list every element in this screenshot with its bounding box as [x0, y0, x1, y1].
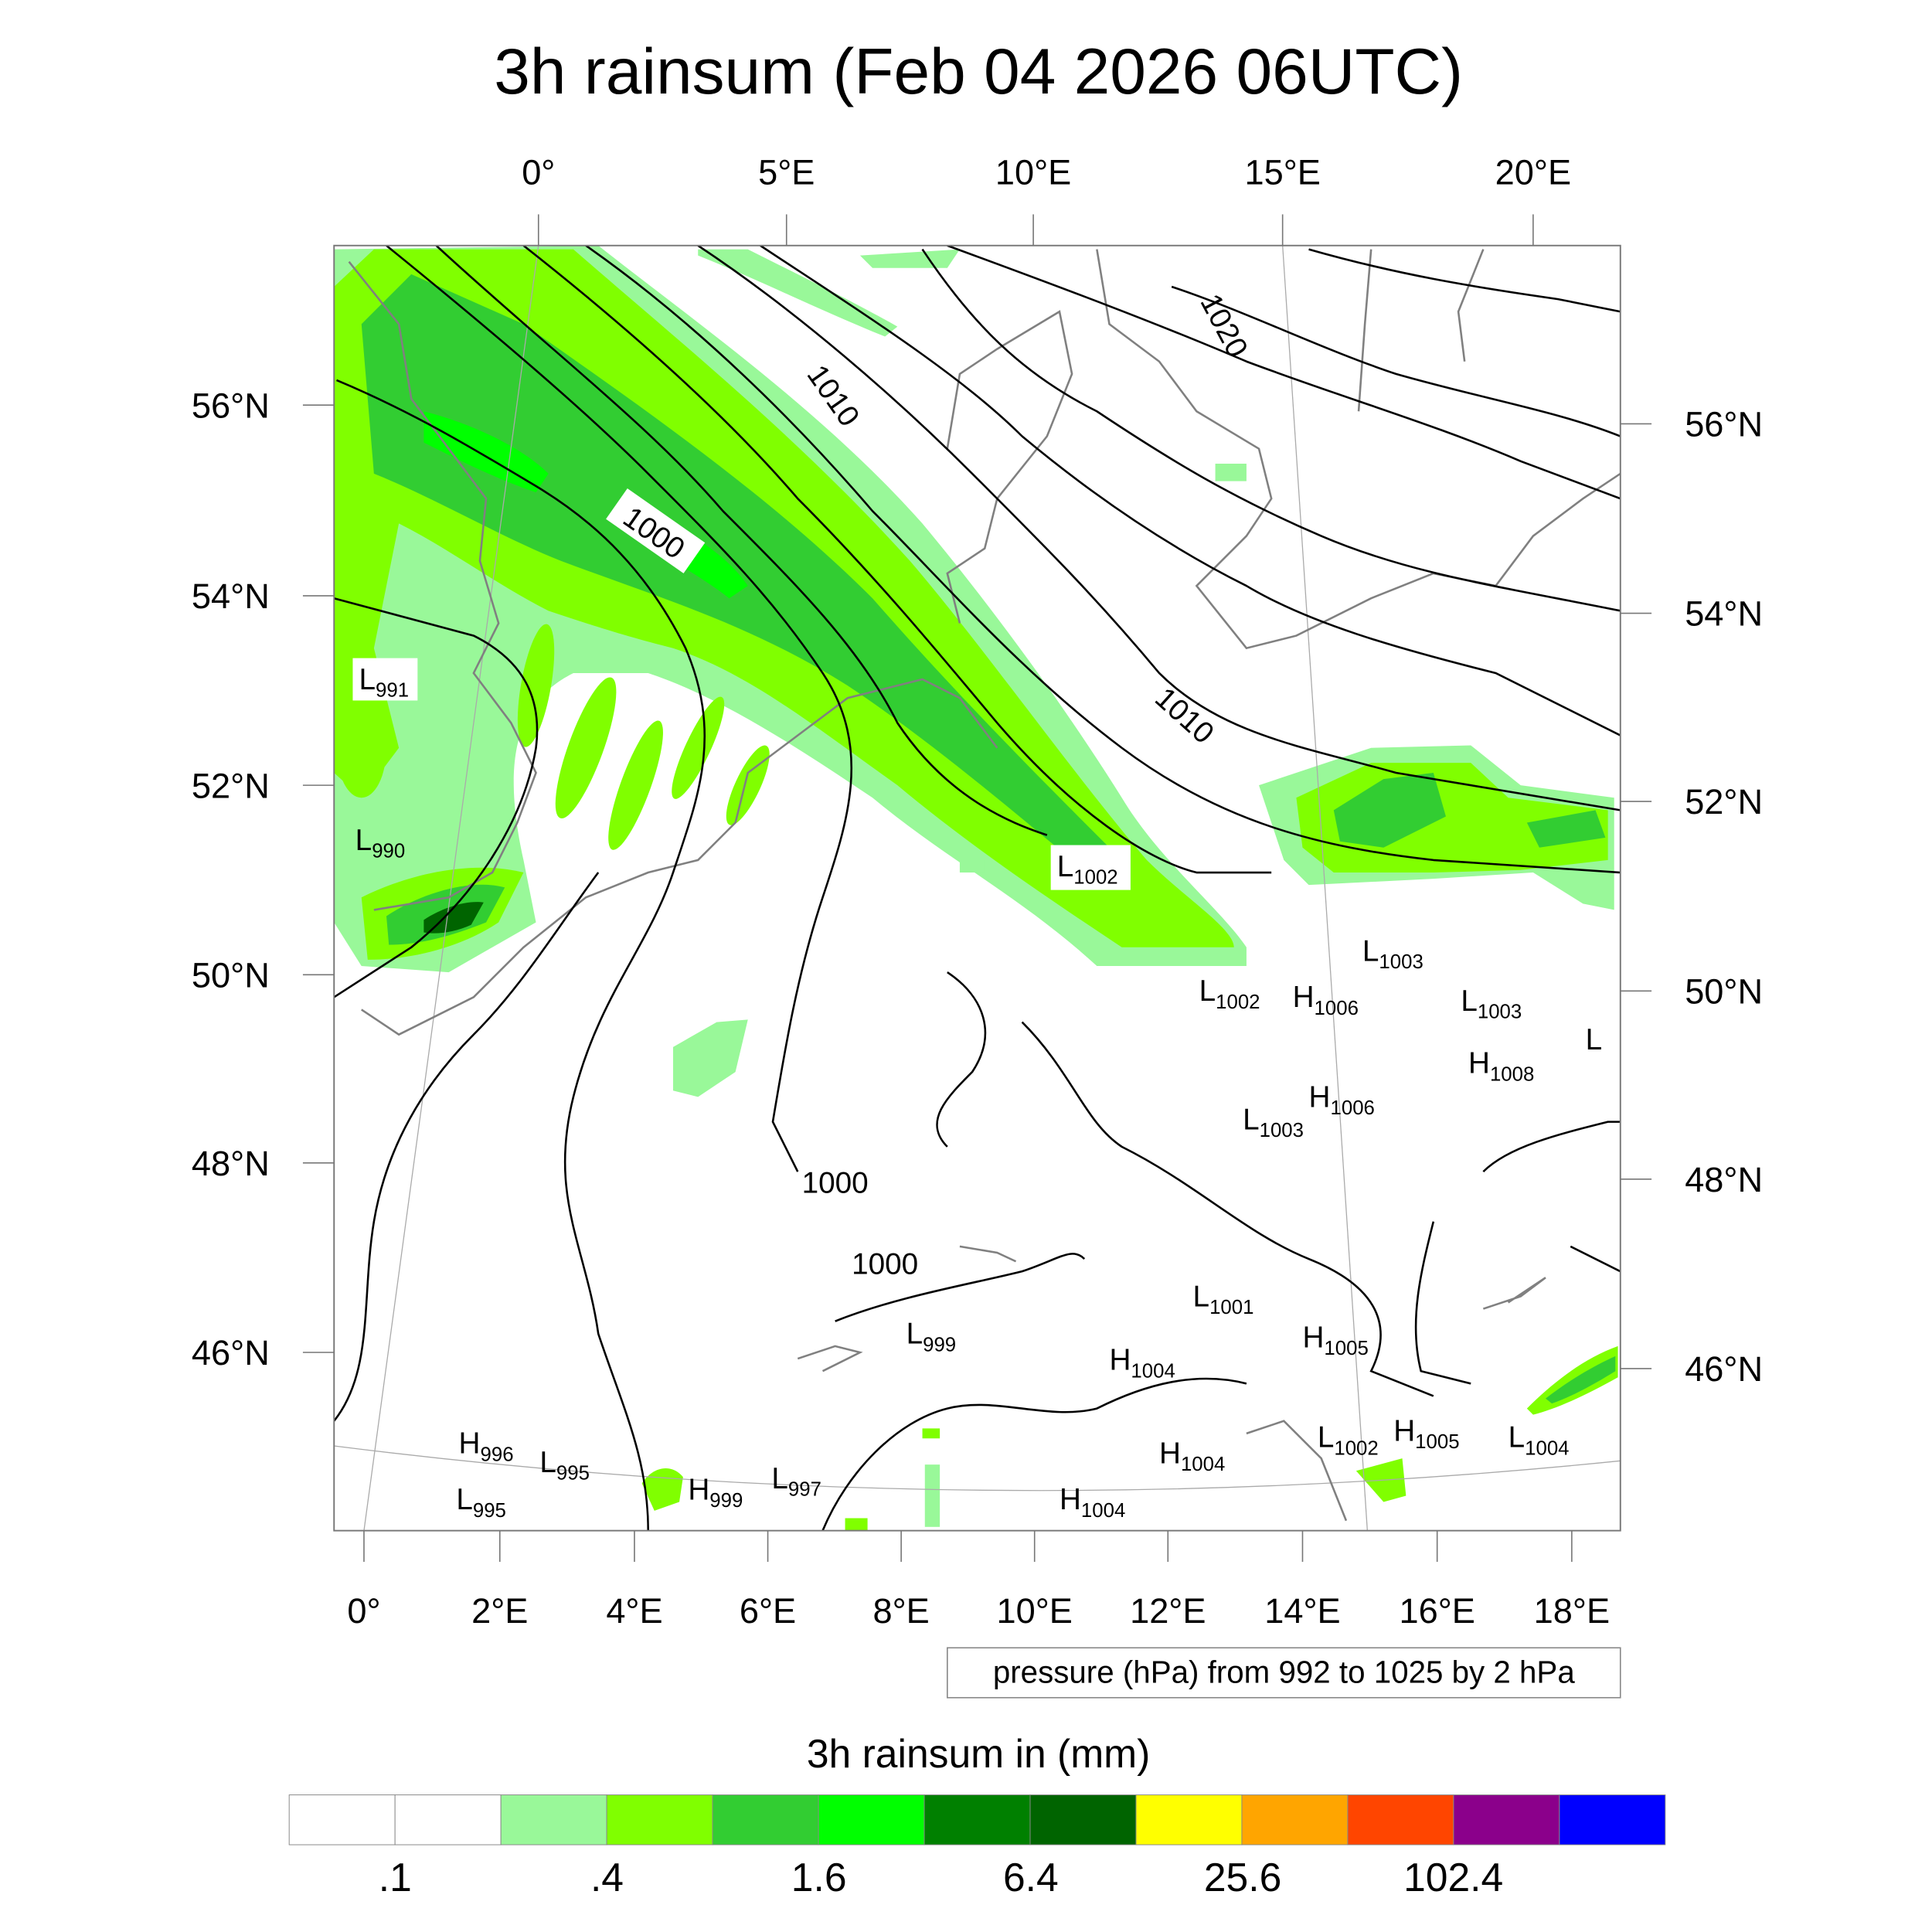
- colorbar-swatch: [1559, 1794, 1666, 1845]
- pressure-center: L1002: [1199, 975, 1260, 1013]
- colorbar-swatch: [712, 1794, 819, 1845]
- graticule: [334, 245, 1621, 1531]
- colorbar-swatch: [288, 1794, 396, 1845]
- pressure-center: H999: [688, 1473, 743, 1512]
- svg-text:56°N: 56°N: [192, 386, 270, 425]
- map-frame: [333, 244, 1621, 1532]
- pressure-center: L995: [456, 1483, 506, 1522]
- rain-area-east-mid: [1333, 773, 1606, 848]
- rain-field: [334, 245, 1618, 1531]
- colorbar-swatch: [1453, 1794, 1560, 1845]
- svg-text:102.4: 102.4: [1403, 1855, 1503, 1900]
- right-lat-labels: 56°N 54°N 52°N 50°N 48°N 46°N: [1685, 405, 1763, 1389]
- svg-text:20°E: 20°E: [1495, 153, 1571, 192]
- rain-area-center-light: [672, 1019, 748, 1097]
- colorbar-swatch: [500, 1794, 607, 1845]
- rain-area-mid: [361, 274, 1110, 860]
- svg-text:15°E: 15°E: [1244, 153, 1320, 192]
- svg-text:.1: .1: [379, 1855, 412, 1900]
- pressure-center: L1003: [1243, 1103, 1304, 1141]
- colorbar-swatch: [394, 1794, 502, 1845]
- pressure-center: L1003: [1461, 985, 1522, 1023]
- svg-text:6.4: 6.4: [1003, 1855, 1059, 1900]
- svg-text:.4: .4: [590, 1855, 624, 1900]
- pressure-center: L997: [771, 1462, 821, 1501]
- pressure-center: H1005: [1393, 1415, 1459, 1454]
- rain-area-top-streak: [698, 249, 898, 337]
- tick-marks: [302, 214, 1652, 1562]
- pressure-centers: L991 L990 L1002 L1003 L1002 H1006 L1003 …: [352, 658, 1602, 1522]
- pressure-center: H1004: [1109, 1344, 1175, 1383]
- svg-text:10°E: 10°E: [997, 1591, 1073, 1631]
- colorbar: [288, 1794, 1666, 1845]
- contour-label-1000-center: 1000: [802, 1167, 869, 1200]
- svg-text:4°E: 4°E: [606, 1591, 662, 1631]
- pressure-center: H1004: [1060, 1483, 1125, 1522]
- svg-text:46°N: 46°N: [1685, 1349, 1763, 1389]
- coastlines: [348, 249, 1621, 1522]
- colorbar-title: 3h rainsum in (mm): [807, 1731, 1151, 1776]
- pressure-center: H996: [459, 1427, 514, 1466]
- svg-text:46°N: 46°N: [192, 1333, 270, 1372]
- bottom-lon-labels: 0° 2°E 4°E 6°E 8°E 10°E 12°E 14°E 16°E 1…: [347, 1591, 1610, 1631]
- svg-text:0°: 0°: [347, 1591, 380, 1631]
- contour-info-box: pressure (hPa) from 992 to 1025 by 2 hPa: [947, 1647, 1621, 1699]
- rain-area-sw-dark: [423, 902, 484, 934]
- colorbar-swatch: [1241, 1794, 1349, 1845]
- pressure-center: H1006: [1293, 981, 1359, 1019]
- pressure-center: H1008: [1468, 1047, 1534, 1086]
- pressure-center: H1004: [1159, 1437, 1225, 1476]
- svg-text:52°N: 52°N: [192, 766, 270, 805]
- pressure-center: L990: [355, 824, 406, 862]
- pressure-center: L: [1586, 1023, 1603, 1056]
- svg-text:56°N: 56°N: [1685, 405, 1763, 444]
- colorbar-swatch: [1347, 1794, 1454, 1845]
- contour-label-1000-south: 1000: [852, 1247, 918, 1281]
- pressure-center: L1002: [1318, 1421, 1379, 1460]
- colorbar-swatch: [818, 1794, 925, 1845]
- svg-text:52°N: 52°N: [1685, 782, 1763, 821]
- svg-text:18°E: 18°E: [1534, 1591, 1610, 1631]
- svg-text:2°E: 2°E: [471, 1591, 528, 1631]
- svg-text:54°N: 54°N: [1685, 594, 1763, 634]
- map-panel: 1020 1010 1000 1010 1000 1000 L991 L990 …: [334, 245, 1621, 1531]
- svg-text:14°E: 14°E: [1264, 1591, 1340, 1631]
- pressure-center: L1001: [1193, 1280, 1254, 1318]
- svg-text:16°E: 16°E: [1399, 1591, 1475, 1631]
- svg-text:48°N: 48°N: [1685, 1160, 1763, 1199]
- isobars: [334, 245, 1621, 1531]
- pressure-center: L991: [359, 663, 410, 702]
- rain-area-se-mid: [1546, 1355, 1616, 1404]
- pressure-center: L995: [539, 1446, 590, 1485]
- svg-text:48°N: 48°N: [192, 1144, 270, 1183]
- svg-text:6°E: 6°E: [740, 1591, 796, 1631]
- svg-text:12°E: 12°E: [1130, 1591, 1206, 1631]
- pressure-center: H1006: [1309, 1080, 1375, 1119]
- svg-text:10°E: 10°E: [995, 153, 1071, 192]
- svg-text:25.6: 25.6: [1204, 1855, 1281, 1900]
- pressure-center: H1005: [1302, 1321, 1368, 1360]
- colorbar-swatch: [606, 1794, 713, 1845]
- colorbar-swatch: [1029, 1794, 1137, 1845]
- svg-text:50°N: 50°N: [1685, 971, 1763, 1011]
- pressure-center: L1003: [1362, 935, 1423, 974]
- svg-text:5°E: 5°E: [758, 153, 815, 192]
- svg-text:8°E: 8°E: [872, 1591, 929, 1631]
- pressure-center: L999: [906, 1318, 957, 1356]
- figure-title: 3h rainsum (Feb 04 2026 06UTC): [494, 35, 1463, 107]
- left-lat-labels: 56°N 54°N 52°N 50°N 48°N 46°N: [192, 386, 270, 1372]
- rain-area-top-streak2: [859, 249, 960, 268]
- svg-text:54°N: 54°N: [192, 577, 270, 616]
- svg-text:50°N: 50°N: [192, 955, 270, 995]
- top-lon-labels: 0° 5°E 10°E 15°E 20°E: [522, 153, 1571, 192]
- pressure-center: L1004: [1509, 1421, 1570, 1460]
- colorbar-labels: .1 .4 1.6 6.4 25.6 102.4: [379, 1855, 1503, 1900]
- pressure-center: L1002: [1057, 850, 1118, 889]
- svg-text:1.6: 1.6: [791, 1855, 847, 1900]
- svg-text:pressure (hPa) from 992 to 102: pressure (hPa) from 992 to 1025 by 2 hPa: [993, 1654, 1576, 1689]
- svg-text:0°: 0°: [522, 153, 555, 192]
- colorbar-swatch: [923, 1794, 1031, 1845]
- colorbar-swatch: [1135, 1794, 1243, 1845]
